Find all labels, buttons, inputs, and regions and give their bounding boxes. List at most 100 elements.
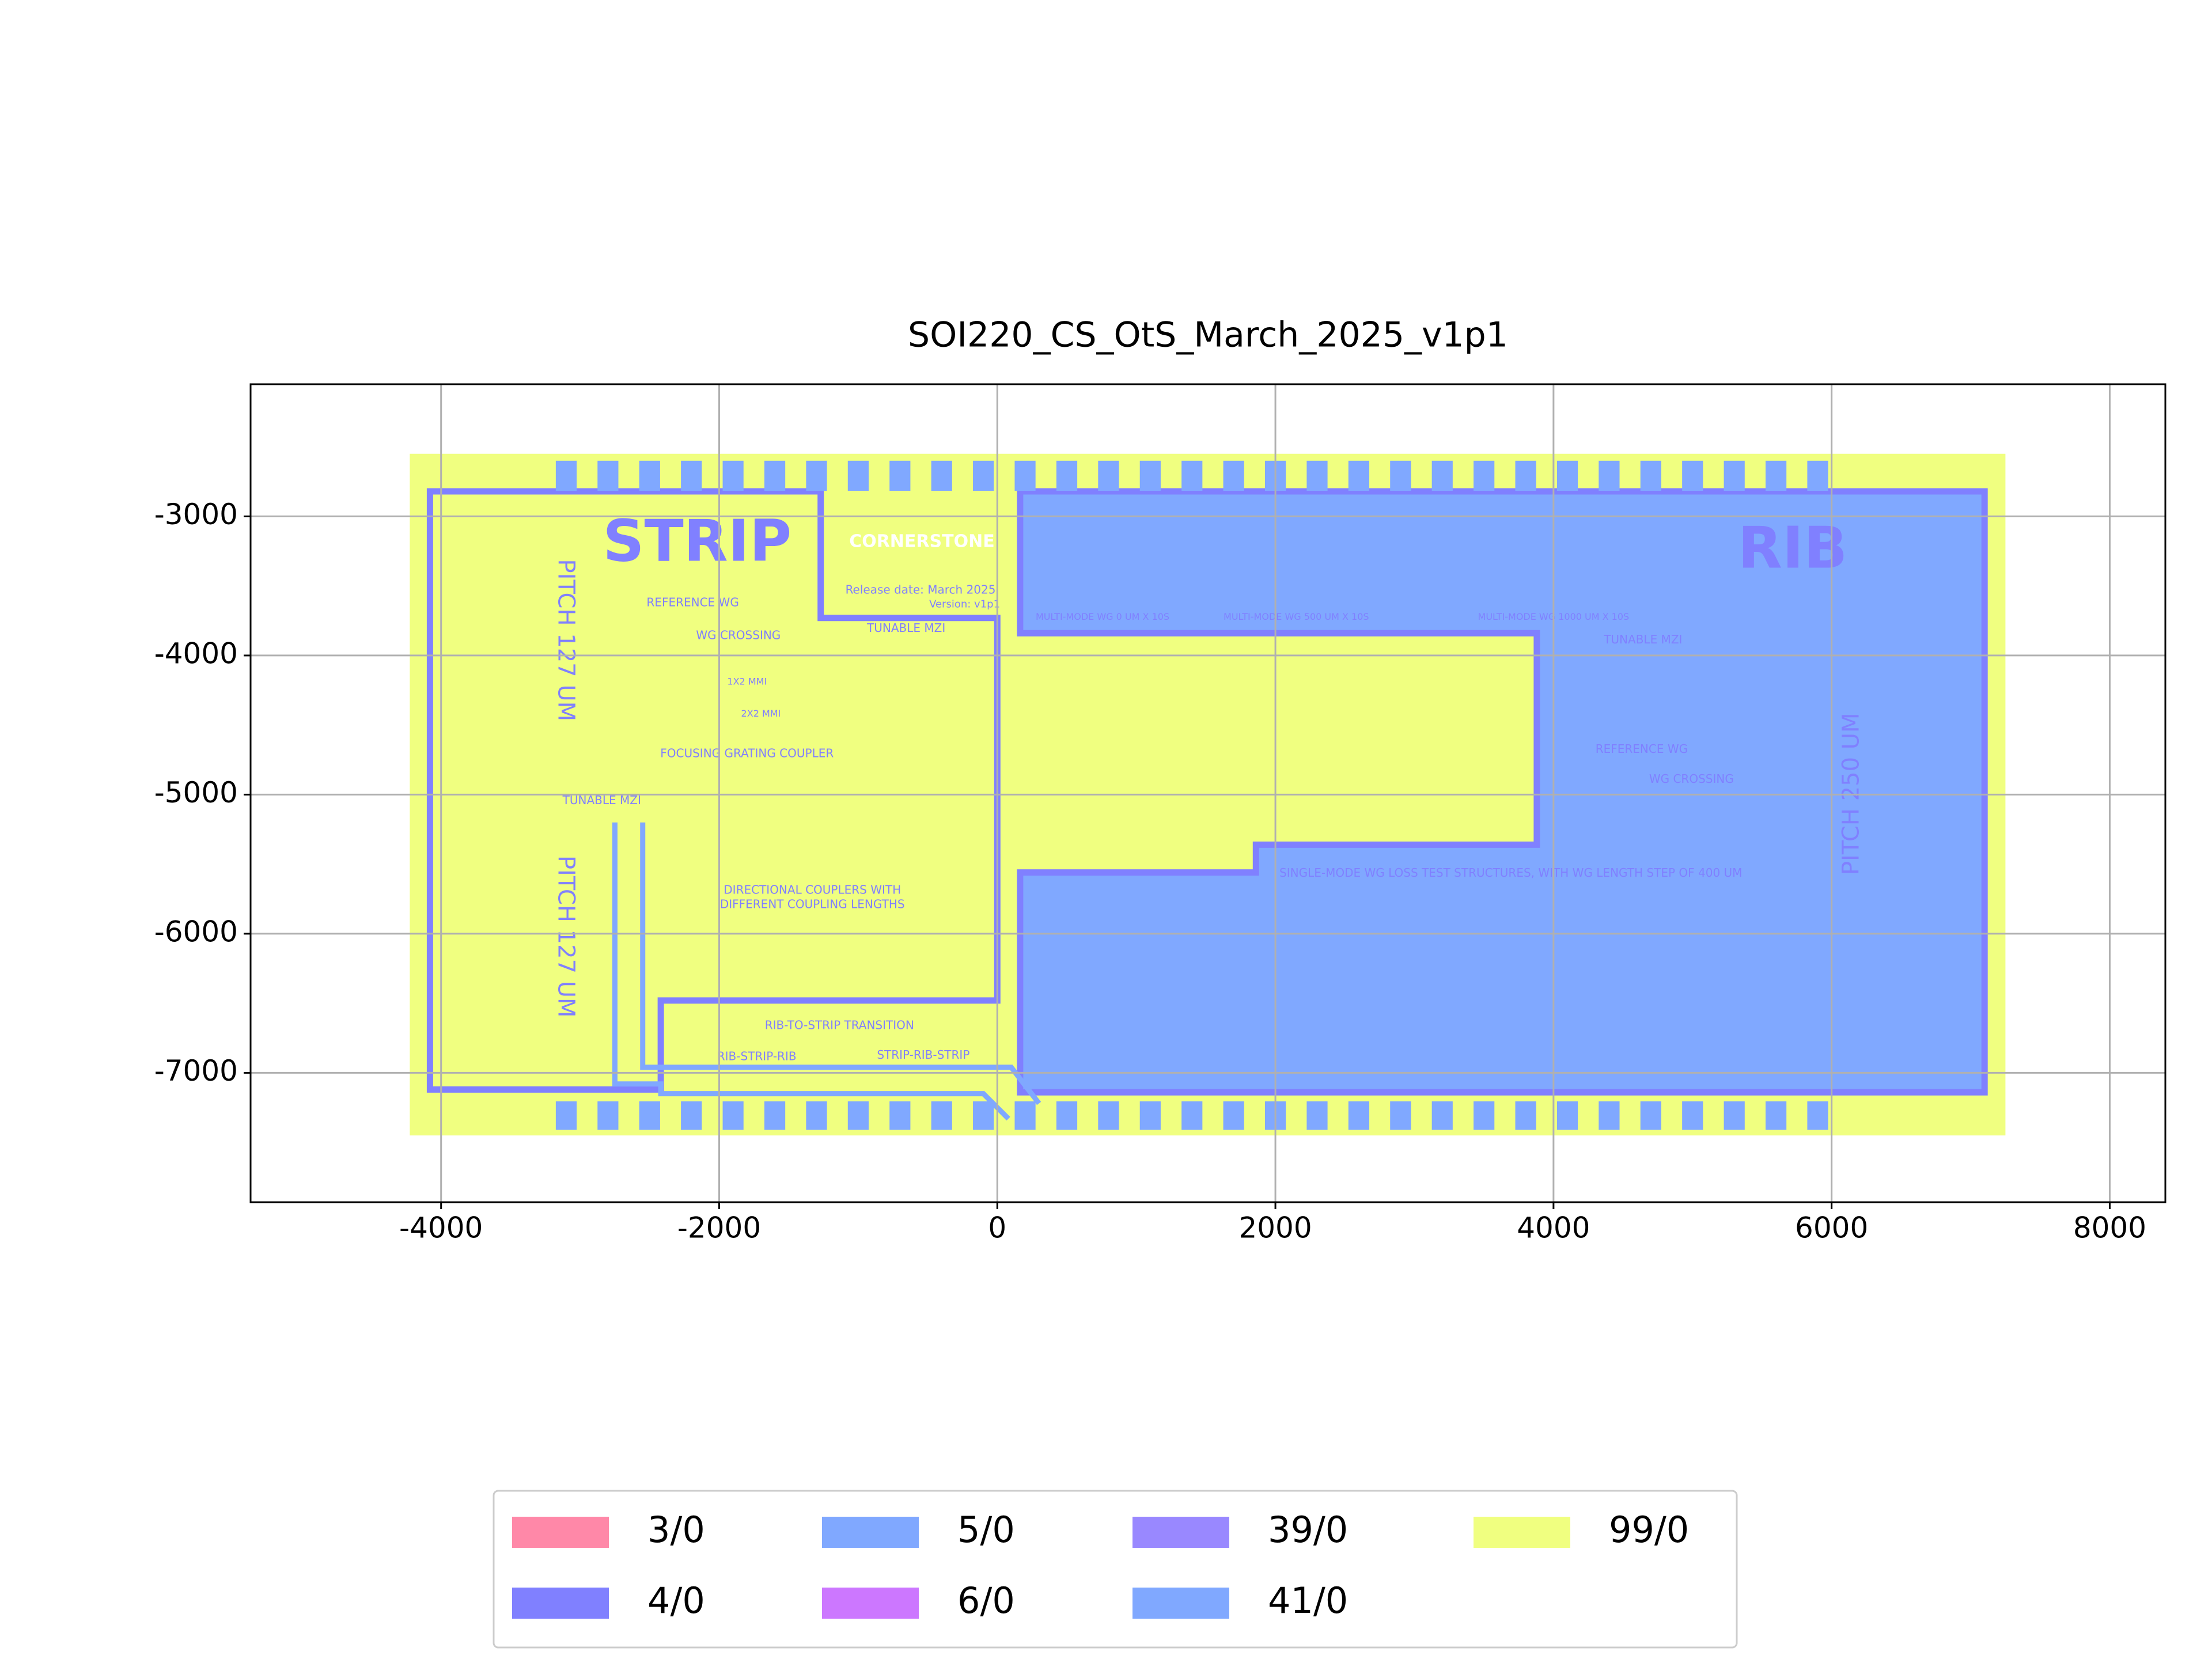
pad	[764, 1101, 786, 1130]
layout-label: Release date: March 2025	[846, 582, 996, 596]
pad	[1599, 460, 1620, 491]
layout-label: CORNERSTONE	[849, 531, 995, 551]
legend-swatch	[512, 1517, 609, 1548]
x-tick-label: -2000	[677, 1211, 761, 1245]
pad	[555, 460, 577, 491]
axes: -4000 -2000 0 2000 4000 6000 8000 -7000 -6000 -50…	[154, 498, 2146, 1245]
layout-label: STRIP-RIB-STRIP	[877, 1048, 969, 1062]
pad	[1515, 460, 1536, 491]
pad	[722, 460, 744, 491]
pad	[973, 1101, 994, 1130]
layout-label: TUNABLE MZI	[562, 793, 641, 807]
x-tick-label: 8000	[2073, 1211, 2146, 1245]
pad	[1306, 460, 1328, 491]
legend-label: 4/0	[647, 1580, 705, 1622]
legend-swatch	[1474, 1517, 1570, 1548]
pad	[1807, 1101, 1828, 1130]
y-tick-label: -7000	[154, 1054, 238, 1088]
legend-swatch	[822, 1588, 919, 1619]
pad	[681, 1101, 702, 1130]
legend-swatch	[1132, 1517, 1229, 1548]
pad	[973, 460, 994, 491]
chart-title: SOI220_CS_OtS_March_2025_v1p1	[908, 315, 1508, 355]
pad	[1765, 1101, 1787, 1130]
pad	[1014, 460, 1036, 491]
pad	[1348, 1101, 1370, 1130]
legend-swatch	[822, 1517, 919, 1548]
pad	[931, 1101, 952, 1130]
pad	[1014, 1101, 1036, 1130]
x-tick-label: 2000	[1238, 1211, 1312, 1245]
pad	[1556, 1101, 1578, 1130]
pad	[1390, 460, 1411, 491]
plot-area: STRIP RIB CORNERSTONE Release date: March 2…	[251, 384, 2165, 1202]
pad	[1640, 1101, 1661, 1130]
legend-label: 41/0	[1268, 1580, 1348, 1622]
pad	[1139, 460, 1161, 491]
pad	[889, 460, 911, 491]
pad	[1474, 460, 1495, 491]
pad	[1556, 460, 1578, 491]
layout-label: FOCUSING GRATING COUPLER	[660, 746, 834, 760]
pad	[1098, 460, 1119, 491]
axes-frame	[249, 383, 2166, 1203]
pad	[722, 1101, 744, 1130]
pad	[931, 460, 952, 491]
pad	[1056, 460, 1078, 491]
legend-entries: 3/0 4/0 5/0 6/0 39/0 41/0 99/0	[512, 1509, 1689, 1622]
layout-shape	[1020, 491, 1985, 1093]
layout-label: 1X2 MMI	[727, 676, 767, 687]
layout-label: Version: v1p1	[929, 599, 1000, 611]
pad	[639, 460, 660, 491]
x-tick-label: -4000	[399, 1211, 483, 1245]
legend-swatch	[512, 1588, 609, 1619]
pad	[806, 460, 827, 491]
layout-label: PITCH 127 UM	[553, 559, 579, 722]
layout-label: WG CROSSING	[696, 628, 781, 642]
legend-swatch	[1132, 1588, 1229, 1619]
pad	[1682, 460, 1703, 491]
pad	[1348, 460, 1370, 491]
pad	[639, 1101, 660, 1130]
pad	[847, 460, 869, 491]
legend-label: 39/0	[1268, 1509, 1348, 1551]
layout-label: DIRECTIONAL COUPLERS WITH	[724, 883, 901, 897]
pad	[1682, 1101, 1703, 1130]
layout-label: RIB-STRIP-RIB	[717, 1050, 797, 1063]
layout-shape	[640, 822, 1041, 1105]
layout-label: DIFFERENT COUPLING LENGTHS	[720, 897, 905, 911]
x-tick-label: 4000	[1517, 1211, 1590, 1245]
pad	[764, 460, 786, 491]
pad	[1390, 1101, 1411, 1130]
layout-label: PITCH 127 UM	[553, 855, 579, 1018]
layout-label: MULTI-MODE WG 500 UM X 10S	[1224, 611, 1369, 622]
pad	[1724, 1101, 1745, 1130]
legend-label: 6/0	[957, 1580, 1015, 1622]
layout-label: 2X2 MMI	[741, 708, 781, 719]
pad	[555, 1101, 577, 1130]
pad	[1515, 1101, 1536, 1130]
pad	[597, 1101, 619, 1130]
layout-label: TUNABLE MZI	[866, 621, 945, 635]
pad	[1431, 460, 1453, 491]
layout-label: MULTI-MODE WG 0 UM X 10S	[1036, 611, 1169, 622]
layout-label: WG CROSSING	[1649, 772, 1734, 786]
pad	[1640, 460, 1661, 491]
layout-label: SINGLE-MODE WG LOSS TEST STRUCTURES, WIT…	[1279, 866, 1742, 880]
pad	[1098, 1101, 1119, 1130]
layout-label: REFERENCE WG	[646, 596, 738, 609]
pad	[1181, 460, 1203, 491]
pad	[597, 460, 619, 491]
pad	[1724, 460, 1745, 491]
pad	[1765, 460, 1787, 491]
x-tick-label: 0	[988, 1211, 1006, 1245]
pad	[1056, 1101, 1078, 1130]
layout-shape	[1017, 488, 1988, 1096]
layout-shape	[612, 822, 1010, 1121]
pad	[847, 1101, 869, 1130]
pad	[1139, 1101, 1161, 1130]
pad	[889, 1101, 911, 1130]
layout-label: TUNABLE MZI	[1603, 632, 1682, 646]
